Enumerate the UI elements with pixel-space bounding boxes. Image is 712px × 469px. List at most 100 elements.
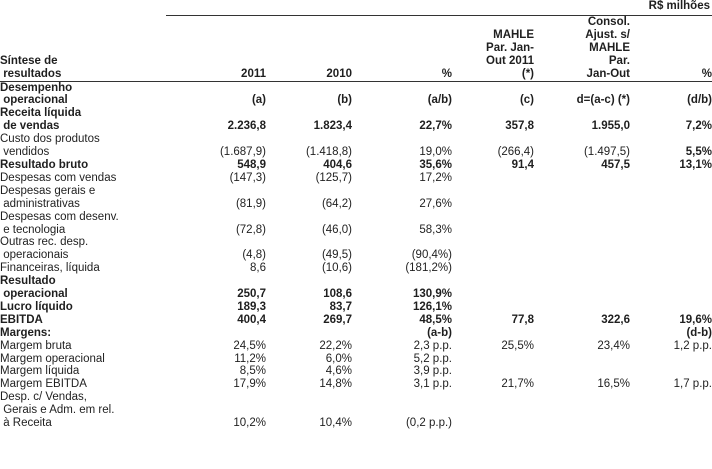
column-header-label: Síntese de resultados xyxy=(0,16,166,82)
table-row: Financeiras, líquida 8,6 (10,6) (181,2%) xyxy=(0,262,712,275)
row-value: 22,2% xyxy=(319,339,352,352)
row-value xyxy=(452,327,534,340)
row-value: 83,7 xyxy=(329,300,352,313)
row-value: 11,2% xyxy=(234,352,266,365)
row-value: 126,1% xyxy=(412,300,452,313)
row-value: 2.236,8 xyxy=(227,120,266,133)
row-value xyxy=(534,185,630,211)
row-label: Desempenho operacional xyxy=(0,81,73,107)
row-label: Resultado bruto xyxy=(0,158,89,171)
row-value: 14,8% xyxy=(319,378,352,391)
row-value: 10,4% xyxy=(319,417,352,430)
row-value xyxy=(452,172,534,185)
row-value xyxy=(630,275,712,301)
row-value: 548,9 xyxy=(237,158,266,171)
row-value: 19,6% xyxy=(679,313,712,326)
row-value xyxy=(266,327,352,340)
row-value: 5,5% xyxy=(685,146,712,159)
row-value: (90,4%) xyxy=(411,249,452,262)
row-value: 250,7 xyxy=(237,288,266,301)
table-row: Lucro líquido 189,3 83,7 126,1% xyxy=(0,301,712,314)
row-value: 91,4 xyxy=(511,158,534,171)
row-value: (81,9) xyxy=(235,197,266,210)
row-value: 3,9 p.p. xyxy=(413,365,452,378)
row-value: (1.497,5) xyxy=(583,146,630,159)
row-label: Custo dos produtos vendidos xyxy=(0,133,100,159)
row-value: 357,8 xyxy=(505,120,534,133)
column-header-consol-adjusted: Consol. Ajust. s/MAHLE Par. Jan-Out xyxy=(534,16,630,82)
row-value: 21,7% xyxy=(501,378,534,391)
row-value: 58,3% xyxy=(419,223,452,236)
row-value xyxy=(630,301,712,314)
row-value: 6,0% xyxy=(325,352,352,365)
row-value: 13,1% xyxy=(679,158,712,171)
table-row: Desp. c/ Vendas, Gerais e Adm. em rel. à… xyxy=(0,391,712,430)
row-value xyxy=(452,262,534,275)
row-value: 322,6 xyxy=(601,313,630,326)
row-value: 8,6 xyxy=(250,262,266,275)
row-value xyxy=(630,185,712,211)
row-label: Margens: xyxy=(0,326,52,339)
row-value: 19,0% xyxy=(419,146,452,159)
results-summary-table: Síntese de resultados 2011 2010 % MAHLE P… xyxy=(0,16,712,430)
table-row: Resultado operacional 250,7 108,6 130,9% xyxy=(0,275,712,301)
row-value: (d/b) xyxy=(687,94,712,107)
row-value: (49,5) xyxy=(321,249,352,262)
row-label: Lucro líquido xyxy=(0,300,73,313)
row-value: (b) xyxy=(337,94,352,107)
row-value xyxy=(452,185,534,211)
row-value xyxy=(534,353,630,366)
row-value xyxy=(534,262,630,275)
row-value: 1.955,0 xyxy=(591,120,630,133)
table-row: Despesas gerais e administrativas (81,9) (… xyxy=(0,185,712,211)
row-value: 1,2 p.p. xyxy=(673,339,712,352)
row-value: 10,2% xyxy=(233,417,266,430)
row-value xyxy=(630,353,712,366)
row-value: 25,5% xyxy=(501,339,534,352)
row-value xyxy=(452,275,534,301)
row-value xyxy=(452,365,534,378)
row-value: (d-b) xyxy=(686,326,712,339)
row-label: EBITDA xyxy=(0,313,43,326)
row-label: Desp. c/ Vendas, Gerais e Adm. em rel. à… xyxy=(0,391,115,430)
row-value: 269,7 xyxy=(323,313,352,326)
row-value: 48,5% xyxy=(419,313,452,326)
row-value: (1.418,8) xyxy=(305,146,352,159)
row-value: (c) xyxy=(519,94,534,107)
table-header-row: Síntese de resultados 2011 2010 % MAHLE P… xyxy=(0,16,712,82)
row-value: 3,1 p.p. xyxy=(413,378,452,391)
row-value: d=(a-c) (*) xyxy=(576,94,630,107)
row-value xyxy=(534,275,630,301)
row-value xyxy=(534,236,630,262)
row-value: (0,2 p.p.) xyxy=(405,417,452,430)
table-row: Custo dos produtos vendidos (1.687,9) (1.4… xyxy=(0,133,712,159)
row-value xyxy=(630,391,712,430)
row-value xyxy=(534,327,630,340)
row-value xyxy=(534,211,630,237)
column-header-pct-adjusted: % xyxy=(630,16,712,82)
column-header-mahle-par: MAHLE Par. Jan- Out 2011 (*) xyxy=(452,16,534,82)
row-value xyxy=(630,172,712,185)
table-row: Despesas com vendas (147,3) (125,7) 17,2% xyxy=(0,172,712,185)
row-value: 16,5% xyxy=(597,378,630,391)
row-label: Resultado operacional xyxy=(0,275,68,301)
column-header-2011: 2011 xyxy=(166,16,266,82)
row-value: (181,2%) xyxy=(405,262,452,275)
row-value xyxy=(534,391,630,430)
row-value: (1.687,9) xyxy=(219,146,266,159)
row-value xyxy=(452,353,534,366)
row-value: (a/b) xyxy=(427,94,452,107)
row-value xyxy=(534,172,630,185)
row-value xyxy=(630,365,712,378)
row-label: Receita líquida de vendas xyxy=(0,107,82,133)
row-value: (266,4) xyxy=(497,146,534,159)
row-value xyxy=(630,236,712,262)
currency-unit: R$ milhões xyxy=(648,0,710,12)
row-label: Margem líquida xyxy=(0,365,80,378)
row-value: 457,5 xyxy=(601,158,630,171)
row-value xyxy=(534,365,630,378)
row-value: 1,7 p.p. xyxy=(673,378,712,391)
table-row: EBITDA 400,4 269,7 48,5% 77,8 322,6 19,6% xyxy=(0,314,712,327)
table-row: Margens: (a-b) (d-b) xyxy=(0,327,712,340)
table-row: Margem bruta 24,5% 22,2% 2,3 p.p. 25,5% 23,4%… xyxy=(0,340,712,353)
